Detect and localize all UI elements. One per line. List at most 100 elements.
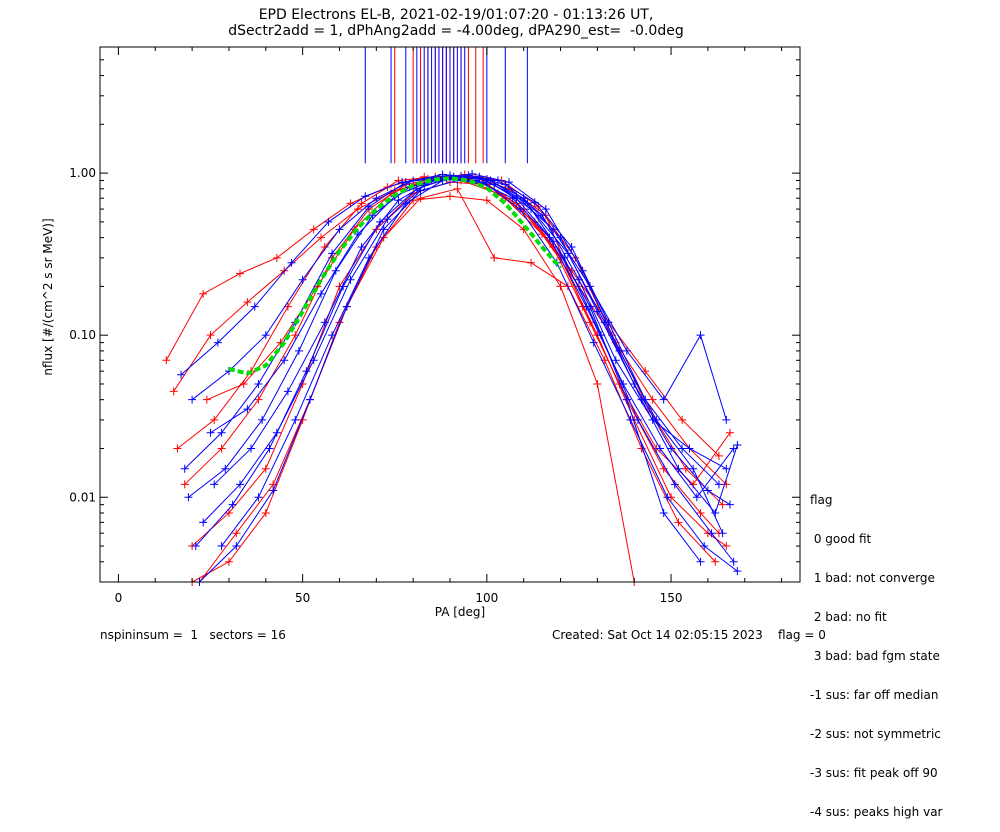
data-point: [254, 379, 263, 388]
data-point: [217, 542, 226, 551]
data-point: [401, 199, 410, 208]
data-point: [692, 493, 701, 502]
data-point: [199, 518, 208, 527]
data-point: [261, 464, 270, 473]
data-point: [317, 233, 326, 242]
x-tick-label: 100: [475, 591, 498, 605]
data-point: [633, 415, 642, 424]
data-point: [670, 480, 679, 489]
data-point: [353, 205, 362, 214]
data-point: [689, 464, 698, 473]
data-point: [714, 480, 723, 489]
data-point: [250, 302, 259, 311]
chart-title: EPD Electrons EL-B, 2021-02-19/01:07:20 …: [258, 7, 654, 23]
data-point: [667, 444, 676, 453]
data-point: [236, 480, 244, 489]
data-point: [320, 318, 329, 327]
data-point: [269, 486, 278, 495]
data-point: [685, 444, 694, 453]
data-point: [291, 415, 300, 424]
data-point: [678, 444, 687, 453]
data-point: [482, 196, 491, 205]
data-point: [726, 500, 734, 509]
data-point: [357, 243, 366, 252]
data-point: [674, 518, 683, 527]
data-point: [254, 493, 263, 502]
data-point: [258, 415, 267, 424]
data-point: [556, 282, 565, 291]
series-line-14: [202, 175, 720, 523]
data-point: [519, 194, 528, 203]
data-point: [703, 486, 712, 495]
data-point: [243, 405, 252, 414]
data-point: [722, 480, 731, 489]
data-point: [409, 176, 418, 185]
data-point: [604, 318, 613, 327]
data-point: [446, 171, 454, 180]
data-point: [416, 194, 425, 203]
data-point: [239, 379, 248, 388]
data-point: [361, 192, 370, 201]
data-point: [611, 356, 620, 365]
data-point: [733, 441, 742, 450]
series-line-3: [184, 176, 720, 534]
data-point: [184, 493, 193, 502]
data-point: [217, 444, 226, 453]
data-point: [169, 387, 178, 396]
data-point: [177, 370, 186, 379]
data-point: [294, 346, 303, 355]
data-point: [707, 529, 716, 538]
data-point: [376, 217, 384, 226]
legend-line: -4 sus: peaks high var: [810, 805, 943, 819]
series-layer: [162, 47, 742, 586]
legend-line: -1 sus: far off median: [810, 688, 939, 702]
data-point: [663, 493, 672, 502]
data-point: [468, 169, 477, 178]
data-point: [280, 356, 289, 365]
data-point: [191, 542, 200, 551]
series-line-15: [191, 174, 731, 506]
data-point: [283, 387, 292, 396]
data-point: [656, 444, 664, 453]
data-point: [210, 415, 219, 424]
data-point: [589, 338, 598, 347]
data-point: [261, 331, 270, 340]
data-point: [335, 225, 344, 234]
data-point: [213, 338, 222, 347]
data-point: [593, 379, 602, 388]
series-line-11: [210, 174, 727, 470]
series-line-2: [165, 176, 720, 457]
footer-created-info: Created: Sat Oct 14 02:05:15 2023 flag =…: [552, 628, 826, 642]
data-point: [714, 451, 723, 460]
data-point: [280, 266, 289, 275]
data-point: [718, 529, 727, 538]
data-point: [298, 275, 307, 284]
series-line-10: [195, 176, 735, 563]
series-line-12: [199, 180, 738, 583]
data-point: [309, 225, 318, 234]
data-point: [711, 557, 720, 566]
data-point: [722, 464, 731, 473]
pitch-angle-chart: 0 50 100 150 0.01 0.10 1.00: [69, 46, 801, 605]
data-point: [652, 415, 661, 424]
data-point: [696, 508, 705, 517]
data-point: [729, 557, 738, 566]
data-point: [490, 253, 499, 262]
data-point: [696, 331, 705, 340]
data-point: [261, 508, 270, 517]
x-tick-label: 50: [295, 591, 310, 605]
data-point: [726, 428, 734, 437]
data-point: [383, 215, 392, 224]
data-point: [446, 192, 454, 201]
data-point: [346, 275, 355, 284]
data-point: [674, 464, 683, 473]
data-point: [372, 194, 381, 203]
data-point: [199, 289, 208, 298]
data-point: [516, 205, 524, 214]
data-point: [678, 415, 687, 424]
series-line-9: [188, 177, 738, 572]
fit-curve: [228, 176, 563, 376]
data-point: [549, 237, 558, 246]
data-point: [309, 356, 318, 365]
y-axis-label: nflux [#/(cm^2 s sr MeV)]: [41, 218, 55, 376]
